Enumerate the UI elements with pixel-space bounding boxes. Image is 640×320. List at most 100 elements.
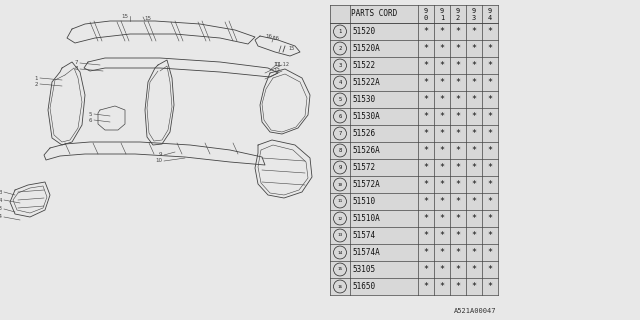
Text: *: * [440,78,445,87]
Text: 51522A: 51522A [352,78,380,87]
Text: *: * [440,214,445,223]
Text: *: * [488,180,493,189]
Text: 51574: 51574 [352,231,375,240]
Text: *: * [472,95,477,104]
Text: 51530A: 51530A [352,112,380,121]
Text: 51522: 51522 [352,61,375,70]
Text: *: * [488,78,493,87]
Text: *: * [488,214,493,223]
Text: 51572: 51572 [352,163,375,172]
Text: *: * [456,112,461,121]
Text: 2: 2 [35,82,38,86]
Text: 9: 9 [488,8,492,14]
Text: *: * [472,197,477,206]
Text: 4: 4 [488,15,492,21]
Text: 16: 16 [337,284,342,289]
Text: *: * [472,44,477,53]
Text: *: * [456,231,461,240]
Text: *: * [456,197,461,206]
Text: PARTS CORD: PARTS CORD [351,10,397,19]
Text: *: * [440,180,445,189]
Text: *: * [472,27,477,36]
Text: *: * [424,231,429,240]
Text: 7: 7 [339,131,342,136]
Text: *: * [440,231,445,240]
Text: *: * [440,248,445,257]
Text: *: * [440,95,445,104]
Text: *: * [440,44,445,53]
Text: 9: 9 [424,8,428,14]
Text: *: * [440,146,445,155]
Text: *: * [456,146,461,155]
Text: 6: 6 [339,114,342,119]
Text: *: * [424,78,429,87]
Text: 51510: 51510 [352,197,375,206]
Text: 51572A: 51572A [352,180,380,189]
Text: 51530: 51530 [352,95,375,104]
Text: 15: 15 [289,46,295,52]
Text: 4: 4 [0,197,2,203]
Text: *: * [472,282,477,291]
Text: 15: 15 [337,268,342,271]
Text: 12: 12 [337,217,342,220]
Text: 51526: 51526 [352,129,375,138]
Text: 1: 1 [339,29,342,34]
Text: *: * [456,95,461,104]
Text: *: * [424,146,429,155]
Text: *: * [440,129,445,138]
Text: *: * [488,44,493,53]
Text: 0: 0 [424,15,428,21]
Text: 15: 15 [121,13,128,19]
Text: 10: 10 [155,158,162,164]
Text: *: * [424,95,429,104]
Text: *: * [440,112,445,121]
Text: *: * [456,44,461,53]
Text: 51526A: 51526A [352,146,380,155]
Text: 5: 5 [339,97,342,102]
Text: *: * [472,214,477,223]
Text: *: * [424,180,429,189]
Text: *: * [456,163,461,172]
Text: 9: 9 [440,8,444,14]
Text: *: * [488,146,493,155]
Text: *: * [472,180,477,189]
Text: 51650: 51650 [352,282,375,291]
Text: *: * [488,129,493,138]
Text: 4: 4 [339,80,342,85]
Text: *: * [456,248,461,257]
Text: 8: 8 [339,148,342,153]
Text: 12: 12 [273,68,280,74]
Text: *: * [424,129,429,138]
Text: *: * [424,265,429,274]
Text: 11 12: 11 12 [275,62,289,68]
Text: *: * [440,197,445,206]
Text: *: * [488,163,493,172]
Text: 3: 3 [0,189,2,195]
Text: 9: 9 [456,8,460,14]
Text: *: * [440,27,445,36]
Text: 16: 16 [265,34,272,38]
Text: *: * [472,265,477,274]
Text: *: * [424,112,429,121]
Text: *: * [488,27,493,36]
Text: *: * [424,214,429,223]
Text: *: * [488,265,493,274]
Text: *: * [456,282,461,291]
Text: *: * [424,248,429,257]
Text: *: * [488,61,493,70]
Text: *: * [424,61,429,70]
Text: *: * [472,61,477,70]
Text: 53105: 53105 [352,265,375,274]
Text: 15: 15 [145,16,152,21]
Text: *: * [472,163,477,172]
Text: 51574A: 51574A [352,248,380,257]
Text: 6: 6 [88,117,92,123]
Text: 14: 14 [0,214,2,220]
Text: *: * [472,78,477,87]
Text: 1: 1 [35,76,38,81]
Text: *: * [424,163,429,172]
Text: 8: 8 [74,67,78,71]
Text: *: * [424,44,429,53]
Text: 7: 7 [74,60,78,66]
Text: 13: 13 [337,234,342,237]
